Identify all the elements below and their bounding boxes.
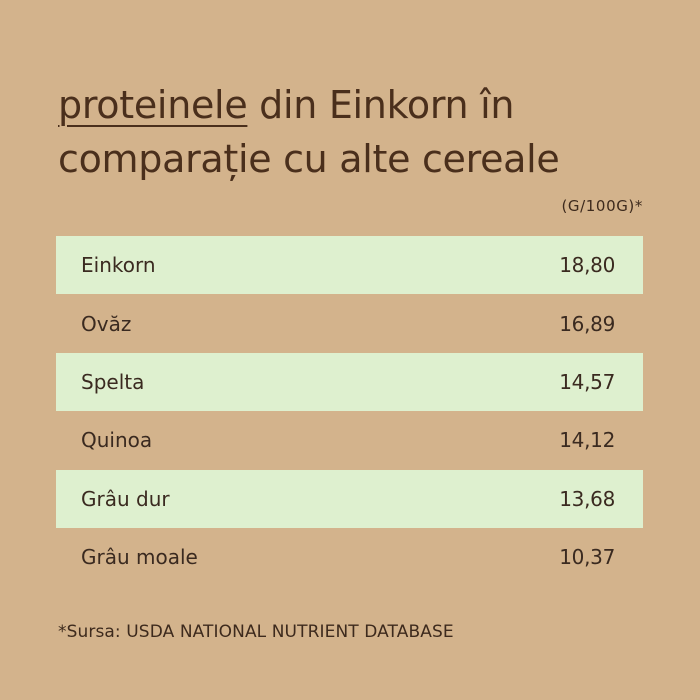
table-row: Einkorn 18,80	[56, 236, 643, 295]
table-row: Grâu dur 13,68	[56, 469, 643, 528]
row-label: Ovăz	[81, 311, 132, 336]
source-note: *Sursa: USDA NATIONAL NUTRIENT DATABASE	[58, 622, 454, 642]
title-line1-rest: din Einkorn în	[247, 83, 515, 127]
table-row: Ovăz 16,89	[56, 294, 643, 352]
title-highlight: proteinele	[58, 83, 248, 127]
title-line2: comparație cu alte cereale	[58, 137, 560, 181]
comparison-table: Einkorn 18,80 Ovăz 16,89 Spelta 14,57 Quinoa 14…	[56, 236, 643, 586]
row-label: Grâu dur	[81, 486, 170, 511]
unit-label: (G/100G)*	[561, 197, 643, 215]
table-row: Grâu moale 10,37	[56, 528, 643, 586]
row-label: Quinoa	[81, 428, 153, 453]
row-value: 10,37	[559, 545, 615, 570]
row-value: 13,68	[559, 486, 615, 511]
row-value: 16,89	[559, 311, 615, 336]
row-label: Einkorn	[81, 253, 156, 278]
row-value: 18,80	[559, 253, 615, 278]
row-value: 14,12	[559, 428, 615, 453]
row-label: Spelta	[81, 369, 145, 394]
row-label: Grâu moale	[81, 545, 198, 570]
page-title: proteinele din Einkorn în comparație cu …	[58, 78, 678, 186]
row-value: 14,57	[559, 369, 615, 394]
table-row: Quinoa 14,12	[56, 411, 643, 469]
table-row: Spelta 14,57	[56, 352, 643, 412]
